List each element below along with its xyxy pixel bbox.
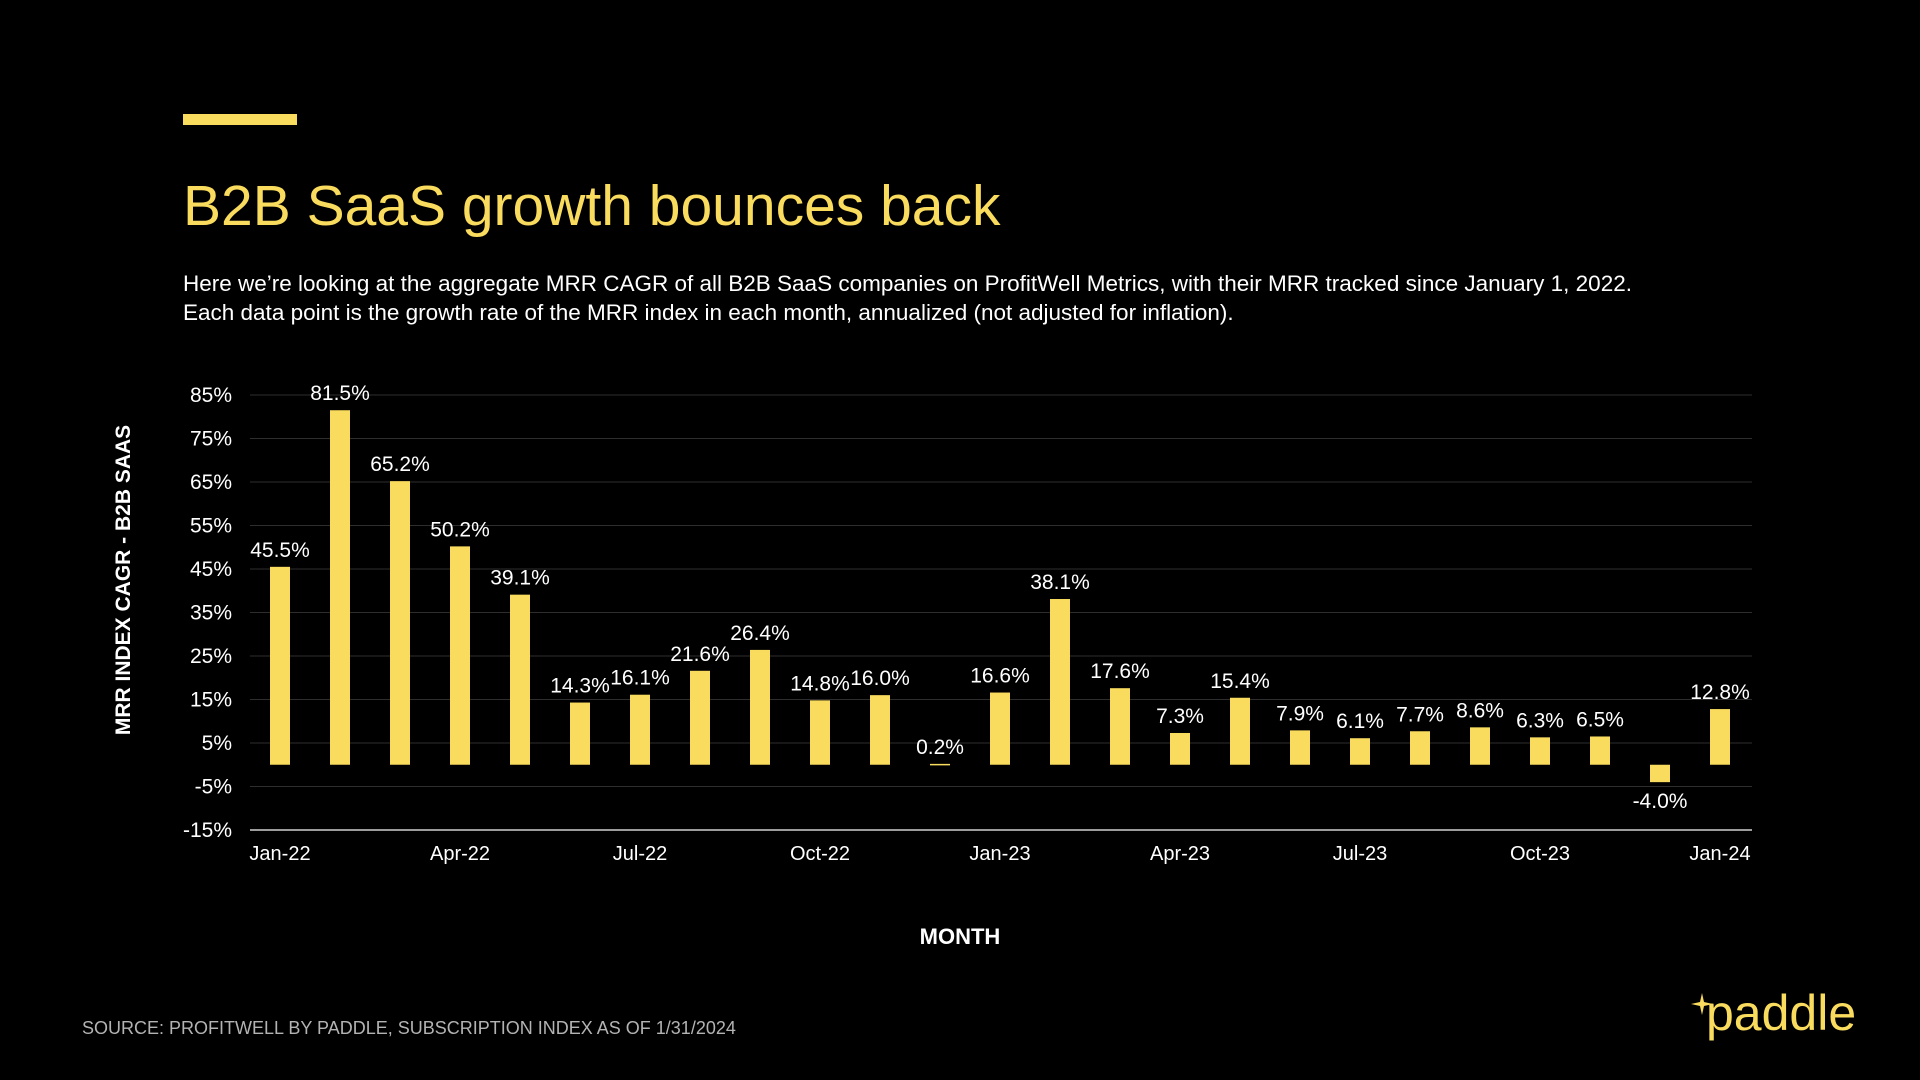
bar bbox=[990, 692, 1010, 765]
y-tick-label: 25% bbox=[190, 645, 232, 668]
data-label: 65.2% bbox=[370, 453, 430, 476]
paddle-spark-icon bbox=[1691, 993, 1713, 1015]
bar bbox=[1530, 737, 1550, 765]
bar bbox=[450, 546, 470, 765]
subtitle-line-2: Each data point is the growth rate of th… bbox=[183, 300, 1234, 325]
y-tick-label: 15% bbox=[190, 689, 232, 712]
bar-chart: 85% 75% 65% 55% 45% 35% 25% 15% 5% -5% -15% 45.5% Ja… bbox=[112, 382, 1752, 949]
x-tick-label: Oct-23 bbox=[1510, 843, 1570, 865]
data-label: 17.6% bbox=[1090, 660, 1150, 683]
data-label: 0.2% bbox=[916, 736, 964, 759]
bar bbox=[750, 649, 770, 765]
y-tick-label: -5% bbox=[195, 776, 232, 799]
data-label: 16.0% bbox=[850, 667, 910, 690]
bar bbox=[270, 566, 290, 765]
y-axis-title: MRR INDEX CAGR - B2B SAAS bbox=[112, 425, 135, 735]
x-tick-label: Jul-22 bbox=[613, 843, 667, 865]
title-accent-bar bbox=[183, 114, 297, 125]
y-tick-label: 5% bbox=[202, 732, 232, 755]
y-tick-label: 55% bbox=[190, 515, 232, 538]
bar bbox=[870, 695, 890, 765]
bar bbox=[1410, 731, 1430, 765]
data-label: 6.5% bbox=[1576, 708, 1624, 731]
bar bbox=[1650, 764, 1670, 783]
data-label: 38.1% bbox=[1030, 571, 1090, 594]
bar bbox=[1050, 599, 1070, 765]
bar bbox=[930, 763, 950, 766]
y-tick-label: 75% bbox=[190, 428, 232, 451]
bar bbox=[1290, 730, 1310, 765]
bar bbox=[1710, 709, 1730, 765]
data-label: 16.1% bbox=[610, 667, 670, 690]
data-label: 15.4% bbox=[1210, 670, 1270, 693]
bar bbox=[810, 700, 830, 765]
y-tick-label: 85% bbox=[190, 384, 232, 407]
x-tick-label: Oct-22 bbox=[790, 843, 850, 865]
slide-title: B2B SaaS growth bounces back bbox=[183, 174, 1001, 238]
y-tick-label: 35% bbox=[190, 602, 232, 625]
x-tick-label: Jan-23 bbox=[969, 843, 1030, 865]
data-label: 8.6% bbox=[1456, 699, 1504, 722]
data-label: 21.6% bbox=[670, 643, 730, 666]
bar bbox=[1350, 738, 1370, 765]
bar bbox=[1230, 697, 1250, 765]
paddle-logo: paddle bbox=[1690, 984, 1870, 1050]
data-label: 16.6% bbox=[970, 665, 1030, 688]
data-label: 81.5% bbox=[310, 382, 370, 405]
data-label: 7.9% bbox=[1276, 702, 1324, 725]
bar bbox=[690, 670, 710, 765]
data-label: 26.4% bbox=[730, 622, 790, 645]
source-note: SOURCE: PROFITWELL BY PADDLE, SUBSCRIPTI… bbox=[82, 1018, 736, 1038]
data-label: 7.3% bbox=[1156, 705, 1204, 728]
data-label: 6.3% bbox=[1516, 709, 1564, 732]
slide-subtitle: Here we’re looking at the aggregate MRR … bbox=[183, 269, 1783, 327]
bar bbox=[1590, 736, 1610, 765]
data-label: 39.1% bbox=[490, 567, 550, 590]
x-tick-label: Jul-23 bbox=[1333, 843, 1387, 865]
x-tick-label: Jan-22 bbox=[249, 843, 310, 865]
data-label: 14.8% bbox=[790, 672, 850, 695]
bar bbox=[330, 410, 350, 765]
data-label: 45.5% bbox=[250, 539, 310, 562]
bar bbox=[390, 481, 410, 765]
x-tick-label: Apr-23 bbox=[1150, 843, 1210, 865]
subtitle-line-1: Here we’re looking at the aggregate MRR … bbox=[183, 271, 1632, 296]
x-tick-label: Jan-24 bbox=[1689, 843, 1750, 865]
data-label: 12.8% bbox=[1690, 681, 1750, 704]
y-tick-label: 65% bbox=[190, 471, 232, 494]
data-label: 7.7% bbox=[1396, 703, 1444, 726]
bar bbox=[1170, 732, 1190, 765]
data-label: 6.1% bbox=[1336, 710, 1384, 733]
bar bbox=[1470, 727, 1490, 765]
data-label: 14.3% bbox=[550, 675, 610, 698]
x-tick-label: Apr-22 bbox=[430, 843, 490, 865]
bar bbox=[630, 694, 650, 765]
logo-wordmark: paddle bbox=[1706, 985, 1857, 1041]
x-axis-title: MONTH bbox=[920, 924, 1001, 949]
data-label: -4.0% bbox=[1633, 790, 1688, 813]
data-label: 50.2% bbox=[430, 518, 490, 541]
bar bbox=[510, 594, 530, 765]
bar bbox=[1110, 688, 1130, 765]
bar bbox=[570, 702, 590, 765]
y-tick-label: 45% bbox=[190, 558, 232, 581]
y-tick-label: -15% bbox=[183, 819, 232, 842]
